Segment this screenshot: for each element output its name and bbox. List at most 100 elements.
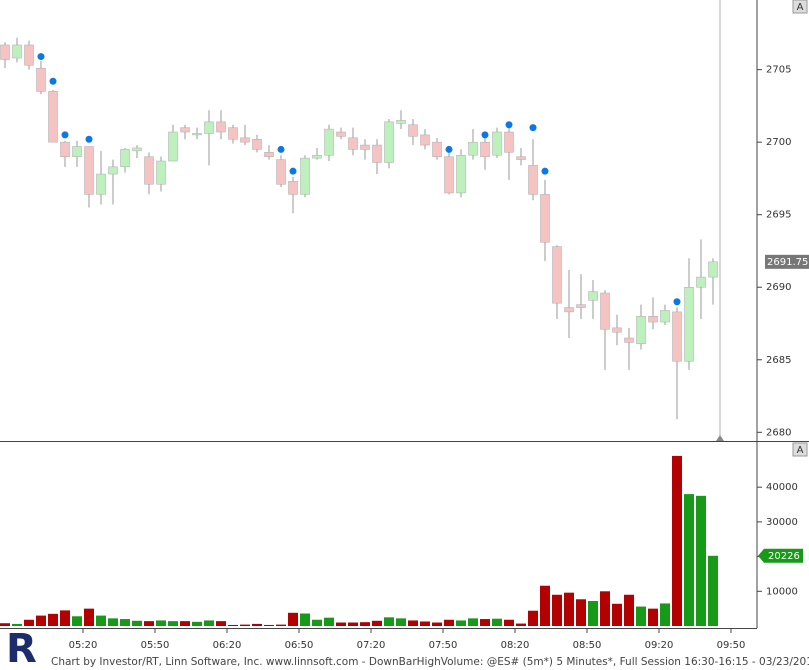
signal-dot: [289, 167, 297, 175]
signal-dot: [61, 131, 69, 139]
panel-label[interactable]: A: [797, 445, 804, 456]
candle-body: [36, 67, 46, 92]
last-volume-label: 20226: [768, 551, 800, 562]
candle-body: [72, 146, 82, 157]
candle-body: [648, 315, 658, 323]
candle-body: [252, 139, 262, 150]
signal-dot: [481, 131, 489, 139]
candle-body: [552, 246, 562, 304]
candle-body: [108, 166, 118, 175]
candle-body: [708, 261, 718, 278]
volume-bar: [120, 619, 130, 626]
candle-body: [384, 121, 394, 163]
volume-bar: [96, 615, 106, 626]
candle-body: [336, 131, 346, 137]
candle-body: [600, 292, 610, 330]
volume-bar: [396, 618, 406, 626]
x-tick-label: 08:50: [573, 640, 602, 651]
candle-body: [636, 315, 646, 345]
volume-bar: [540, 585, 550, 626]
volume-bar: [36, 615, 46, 626]
candle-body: [684, 286, 694, 362]
y-tick-label: 2680: [766, 427, 791, 438]
volume-bar: [468, 618, 478, 626]
candle-body: [192, 133, 202, 136]
volume-bar: [336, 622, 346, 626]
volume-bar: [384, 617, 394, 626]
volume-bar: [576, 599, 586, 626]
x-tick-label: 08:20: [501, 640, 530, 651]
x-tick-label: 05:50: [141, 640, 170, 651]
volume-bar: [276, 624, 286, 626]
volume-bar: [60, 610, 70, 626]
candle-body: [444, 156, 454, 194]
y-tick-label: 2685: [766, 355, 791, 366]
candle-body: [0, 44, 10, 60]
candle-body: [672, 311, 682, 362]
volume-bar: [348, 622, 358, 626]
volume-bar: [672, 455, 682, 626]
signal-dot: [541, 167, 549, 175]
candle-body: [216, 121, 226, 133]
volume-bar: [132, 620, 142, 626]
candle-body: [324, 128, 334, 156]
volume-bar: [624, 594, 634, 626]
candle-body: [456, 154, 466, 194]
panel-button[interactable]: [792, 442, 808, 457]
y-tick-label: 10000: [766, 586, 798, 597]
volume-bar: [228, 624, 238, 626]
candle-body: [120, 149, 130, 168]
volume-bar: [564, 592, 574, 626]
candle-body: [396, 120, 406, 124]
volume-bar: [252, 623, 262, 626]
last-price-label: 2691.75: [767, 257, 808, 268]
volume-bar: [504, 619, 514, 626]
candle-body: [228, 127, 238, 140]
volume-bar: [456, 620, 466, 626]
cursor-marker: [716, 435, 724, 441]
candle-body: [588, 291, 598, 301]
candle-body: [420, 134, 430, 146]
volume-bar: [72, 616, 82, 626]
last-price-box: [765, 254, 809, 269]
candle-body: [240, 137, 250, 143]
volume-bar: [360, 622, 370, 626]
volume-bar: [684, 494, 694, 626]
candle-body: [132, 147, 142, 152]
volume-bar: [108, 618, 118, 626]
candle-body: [168, 131, 178, 162]
volume-bar: [216, 621, 226, 626]
volume-bar: [288, 612, 298, 626]
volume-bar: [708, 555, 718, 626]
volume-bar: [696, 495, 706, 626]
signal-dot: [529, 124, 537, 132]
volume-bar: [24, 619, 34, 626]
volume-bar: [84, 608, 94, 626]
volume-bar: [492, 618, 502, 626]
volume-bar: [324, 617, 334, 626]
panel-button[interactable]: [792, 0, 808, 14]
candle-body: [312, 154, 322, 159]
x-tick-label: 07:50: [429, 640, 458, 651]
signal-dot: [445, 145, 453, 153]
volume-bar: [588, 601, 598, 626]
candle-body: [492, 131, 502, 156]
panel-label[interactable]: A: [797, 2, 804, 13]
candle-body: [48, 91, 58, 143]
candle-body: [84, 146, 94, 195]
signal-dot: [277, 145, 285, 153]
candle-body: [60, 141, 70, 157]
signal-dot: [505, 121, 513, 129]
x-tick-label: 07:20: [357, 640, 386, 651]
x-tick-label: 06:50: [285, 640, 314, 651]
x-tick-label: 06:20: [213, 640, 242, 651]
candle-body: [660, 310, 670, 323]
volume-bar: [240, 624, 250, 626]
volume-bar: [636, 606, 646, 626]
signal-dot: [37, 53, 45, 61]
volume-bar: [144, 621, 154, 626]
candle-body: [480, 141, 490, 157]
x-tick-label: 05:20: [69, 640, 98, 651]
y-tick-label: 30000: [766, 517, 798, 528]
